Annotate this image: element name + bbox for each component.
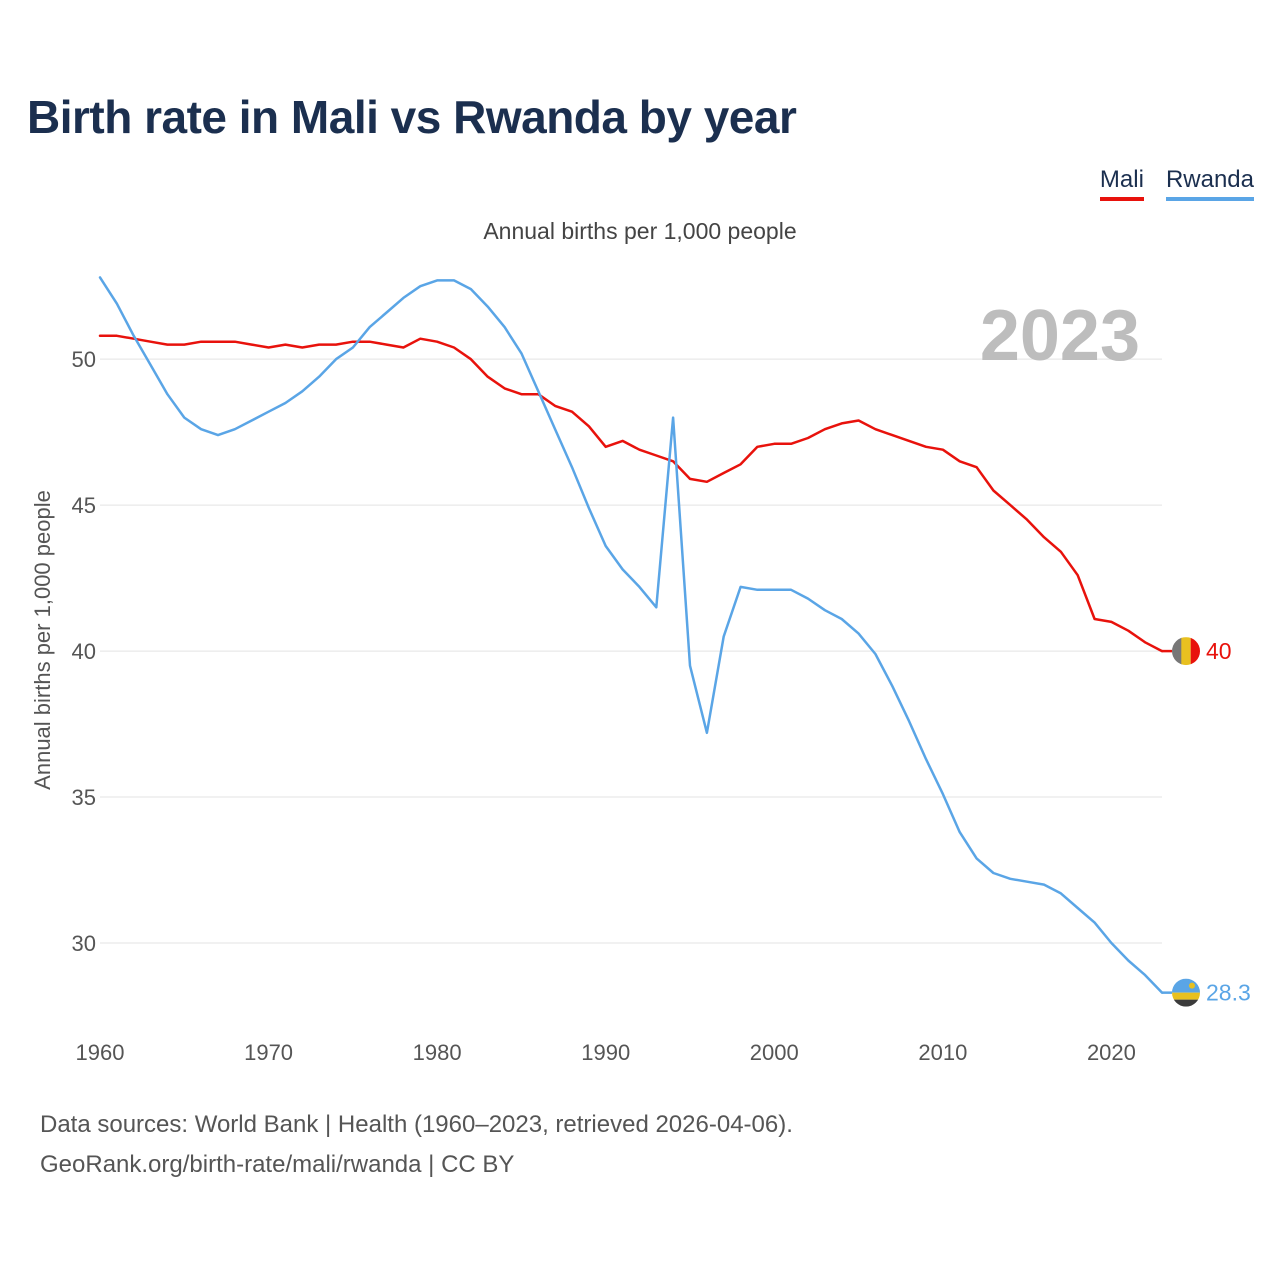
y-axis-label: Annual births per 1,000 people [30, 490, 55, 790]
y-tick-label: 35 [72, 785, 96, 810]
x-tick-label: 1990 [581, 1040, 630, 1065]
x-tick-label: 1980 [413, 1040, 462, 1065]
footer: Data sources: World Bank | Health (1960–… [40, 1105, 793, 1185]
chart-subtitle: Annual births per 1,000 people [483, 218, 797, 244]
footer-credit[interactable]: GeoRank.org/birth-rate/mali/rwanda | CC … [40, 1151, 515, 1178]
footer-source: Data sources: World Bank | Health (1960–… [40, 1111, 793, 1138]
legend: Mali Rwanda [1099, 166, 1254, 201]
y-tick-label: 50 [72, 347, 96, 372]
x-tick-label: 2020 [1087, 1040, 1136, 1065]
series-line-mali [98, 334, 1164, 653]
grid-lines [100, 358, 1162, 944]
y-axis-ticks: 30 35 40 45 50 [72, 347, 96, 956]
y-tick-label: 45 [72, 493, 96, 518]
mali-end-label: 40 [1206, 638, 1232, 664]
series-line-rwanda [98, 276, 1164, 994]
rwanda-end-label: 28.3 [1206, 980, 1251, 1006]
year-label: 2023 [980, 296, 1140, 376]
y-tick-label: 30 [72, 931, 96, 956]
series-lines [98, 276, 1172, 994]
x-tick-label: 2000 [750, 1040, 799, 1065]
x-tick-label: 2010 [918, 1040, 967, 1065]
chart-title: Birth rate in Mali vs Rwanda by year [27, 91, 797, 143]
x-axis-ticks: 1960 1970 1980 1990 2000 2010 2020 [76, 1040, 1136, 1065]
end-markers: 40 28.3 [1172, 637, 1251, 1007]
rwanda-flag-icon [1172, 978, 1200, 1007]
legend-item-mali[interactable]: Mali [1099, 166, 1144, 201]
mali-flag-icon [1172, 637, 1200, 666]
x-tick-label: 1960 [76, 1040, 125, 1065]
y-tick-label: 40 [72, 639, 96, 664]
x-tick-label: 1970 [244, 1040, 293, 1065]
legend-item-rwanda[interactable]: Rwanda [1165, 166, 1254, 201]
